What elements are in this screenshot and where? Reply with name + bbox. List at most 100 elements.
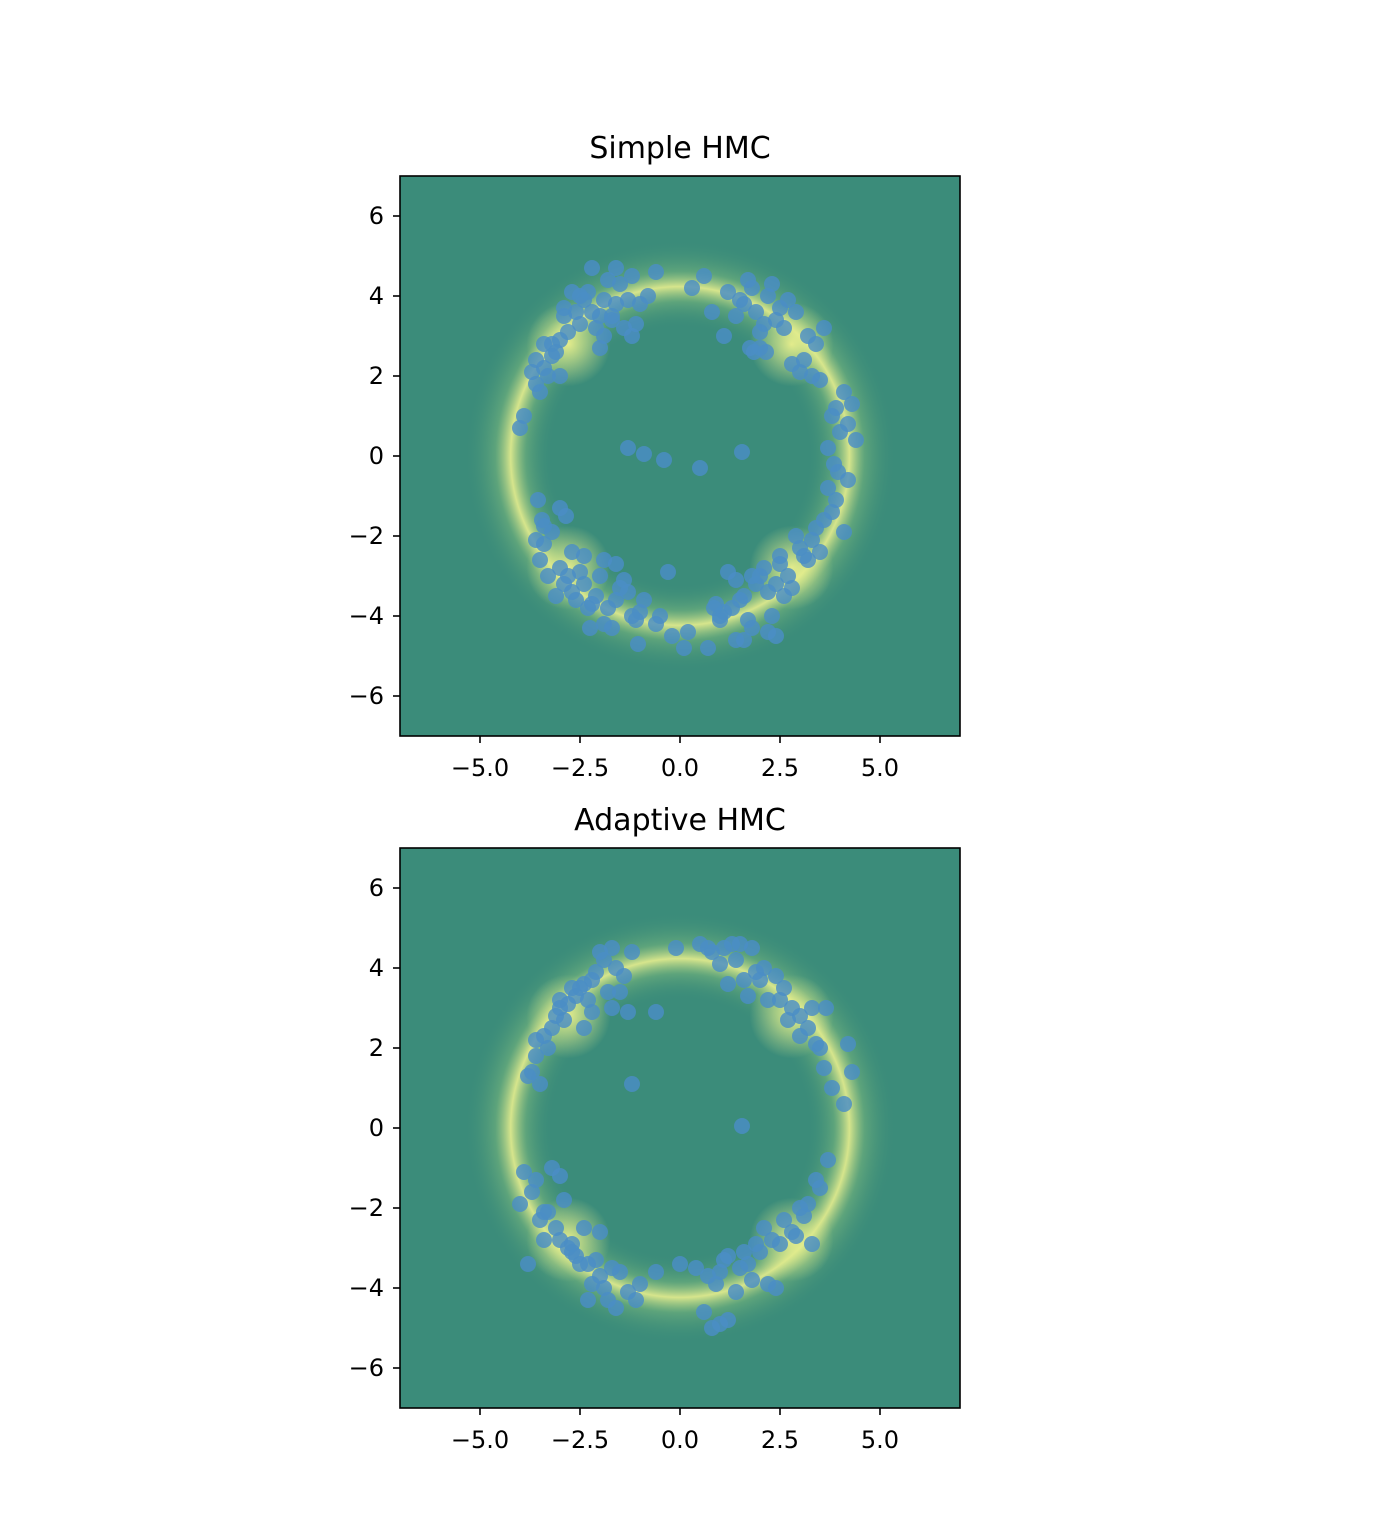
scatter-point <box>776 1212 792 1228</box>
scatter-point <box>576 1020 592 1036</box>
scatter-point <box>584 972 600 988</box>
scatter-point <box>796 548 812 564</box>
scatter-point <box>700 1268 716 1284</box>
scatter-point <box>736 1244 752 1260</box>
scatter-point <box>756 1220 772 1236</box>
scatter-point <box>672 1256 688 1272</box>
scatter-point <box>840 1036 856 1052</box>
scatter-point <box>804 1236 820 1252</box>
scatter-point <box>600 272 616 288</box>
sample-points <box>512 260 864 656</box>
scatter-point <box>824 408 840 424</box>
x-axis: −5.0 −2.5 0.0 2.5 5.0 <box>451 736 899 782</box>
scatter-point <box>820 440 836 456</box>
scatter-point <box>808 336 824 352</box>
scatter-point <box>736 632 752 648</box>
scatter-point <box>772 1236 788 1252</box>
scatter-point <box>764 608 780 624</box>
y-tick-label: 6 <box>369 874 384 902</box>
scatter-point <box>728 308 744 324</box>
simple-hmc-chart: Simple HMC −5.0 −2.5 0.0 2.5 5.0 −6 −4 −2 0 2 4 6 <box>349 131 961 782</box>
x-axis: −5.0 −2.5 0.0 2.5 5.0 <box>451 1408 899 1454</box>
scatter-point <box>836 1096 852 1112</box>
scatter-point <box>732 292 748 308</box>
scatter-point <box>704 304 720 320</box>
scatter-point <box>648 1004 664 1020</box>
scatter-point <box>620 440 636 456</box>
scatter-point <box>728 1284 744 1300</box>
scatter-point <box>760 992 776 1008</box>
scatter-point <box>584 1004 600 1020</box>
scatter-point <box>660 564 676 580</box>
scatter-point <box>692 460 708 476</box>
scatter-point <box>536 518 552 534</box>
scatter-point <box>804 1000 820 1016</box>
scatter-point <box>582 620 598 636</box>
scatter-point <box>624 1076 640 1092</box>
scatter-point <box>816 1060 832 1076</box>
scatter-point <box>608 592 624 608</box>
scatter-point <box>680 624 696 640</box>
y-tick-label: 0 <box>369 1114 384 1142</box>
scatter-point <box>804 532 820 548</box>
scatter-point <box>520 1068 536 1084</box>
scatter-point <box>712 1316 728 1332</box>
scatter-point <box>604 940 620 956</box>
scatter-point <box>760 624 776 640</box>
scatter-point <box>744 620 760 636</box>
scatter-point <box>608 1300 624 1316</box>
scatter-point <box>548 588 564 604</box>
scatter-point <box>752 324 768 340</box>
scatter-point <box>576 1220 592 1236</box>
scatter-point <box>828 492 844 508</box>
scatter-point <box>772 992 788 1008</box>
scatter-point <box>616 968 632 984</box>
scatter-point <box>620 584 636 600</box>
scatter-point <box>620 1004 636 1020</box>
scatter-point <box>740 272 756 288</box>
scatter-point <box>706 600 722 616</box>
scatter-point <box>818 1000 834 1016</box>
plot-area <box>400 176 960 736</box>
y-tick-label: 4 <box>369 954 384 982</box>
adaptive-hmc-chart: Adaptive HMC −5.0 −2.5 0.0 2.5 5.0 −6 −4 −2 0 2 4… <box>349 803 961 1454</box>
scatter-point <box>700 940 716 956</box>
scatter-point <box>556 308 572 324</box>
scatter-point <box>630 636 646 652</box>
scatter-point <box>584 260 600 276</box>
y-tick-label: 0 <box>369 442 384 470</box>
scatter-point <box>612 1264 628 1280</box>
scatter-point <box>592 1224 608 1240</box>
scatter-point <box>720 284 736 300</box>
scatter-point <box>596 328 612 344</box>
sample-points <box>512 936 860 1336</box>
scatter-point <box>768 576 784 592</box>
scatter-point <box>824 1080 840 1096</box>
scatter-point <box>544 348 560 364</box>
scatter-point <box>612 984 628 1000</box>
y-axis: −6 −4 −2 0 2 4 6 <box>349 874 400 1382</box>
scatter-point <box>844 1064 860 1080</box>
scatter-point <box>776 320 792 336</box>
scatter-point <box>820 480 836 496</box>
x-tick-label: 0.0 <box>661 1426 699 1454</box>
scatter-point <box>604 1000 620 1016</box>
scatter-point <box>516 1164 532 1180</box>
scatter-point <box>720 564 736 580</box>
scatter-point <box>624 328 640 344</box>
y-tick-label: 4 <box>369 282 384 310</box>
scatter-point <box>844 396 860 412</box>
y-tick-label: −2 <box>349 1194 384 1222</box>
scatter-point <box>528 1172 544 1188</box>
scatter-point <box>530 492 546 508</box>
scatter-point <box>608 556 624 572</box>
scatter-point <box>648 264 664 280</box>
x-tick-label: 5.0 <box>861 1426 899 1454</box>
scatter-point <box>528 1048 544 1064</box>
scatter-point <box>648 1264 664 1280</box>
scatter-point <box>552 1168 568 1184</box>
scatter-point <box>812 1040 828 1056</box>
scatter-point <box>548 1008 564 1024</box>
x-tick-label: 5.0 <box>861 754 899 782</box>
scatter-point <box>748 1236 764 1252</box>
